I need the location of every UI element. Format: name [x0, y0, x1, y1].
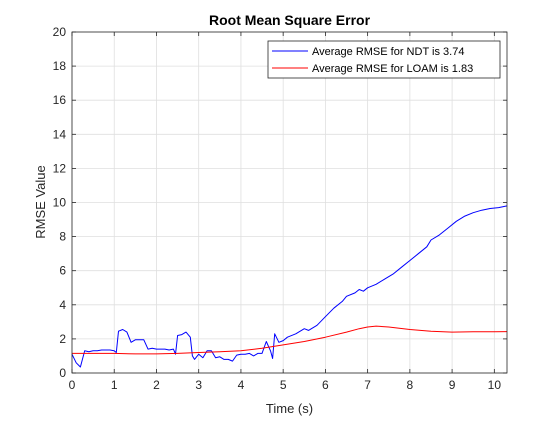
y-tick-label: 10 [53, 196, 67, 210]
x-tick-label: 1 [111, 378, 118, 392]
chart-title: Root Mean Square Error [209, 12, 371, 28]
y-tick-label: 16 [53, 93, 67, 107]
y-tick-label: 2 [59, 332, 66, 346]
y-tick-label: 6 [59, 264, 66, 278]
x-tick-label: 4 [238, 378, 245, 392]
y-tick-label: 4 [59, 298, 66, 312]
legend-box [267, 40, 501, 79]
x-tick-label: 5 [280, 378, 287, 392]
legend-label-loam: Average RMSE for LOAM is 1.83 [312, 63, 473, 75]
x-tick-label: 9 [449, 378, 456, 392]
x-tick-label: 7 [364, 378, 371, 392]
x-axis-label: Time (s) [266, 401, 313, 416]
y-tick-label: 0 [59, 366, 66, 380]
x-tick-label: 3 [195, 378, 202, 392]
x-tick-label: 0 [69, 378, 76, 392]
ndt-rmse-line [71, 205, 508, 368]
loam-rmse-line [72, 325, 508, 355]
x-tick-label: 6 [322, 378, 329, 392]
x-tick-label: 10 [488, 378, 502, 392]
x-tick-label: 2 [153, 378, 160, 392]
y-axis-label: RMSE Value [33, 165, 48, 238]
y-tick-label: 20 [53, 25, 67, 39]
y-tick-label: 8 [59, 230, 66, 244]
x-tick-label: 8 [407, 378, 414, 392]
series-lines [71, 205, 508, 368]
legend-label-ndt: Average RMSE for NDT is 3.74 [312, 46, 464, 58]
y-tick-label: 12 [53, 161, 67, 175]
legend: Average RMSE for NDT is 3.74 Average RMS… [267, 40, 501, 79]
y-tick-label: 14 [53, 127, 67, 141]
y-tick-label: 18 [53, 59, 67, 73]
